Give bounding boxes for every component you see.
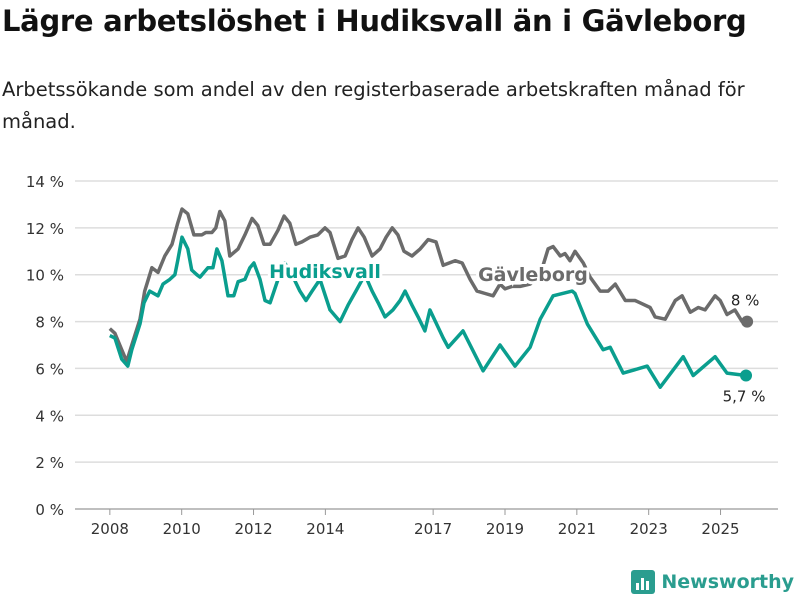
series-line-gävleborg	[108, 207, 748, 364]
x-tick-label: 2012	[234, 520, 272, 538]
end-value-label: 5,7 %	[723, 387, 766, 405]
x-tick-label: 2023	[630, 520, 668, 538]
x-tick-label: 2021	[558, 520, 596, 538]
y-tick-label: 10 %	[26, 267, 64, 285]
end-point-marker	[740, 369, 753, 382]
x-tick-label: 2010	[163, 520, 201, 538]
x-tick-label: 2014	[306, 520, 344, 538]
series-label-gävleborg: Gävleborg	[478, 264, 588, 286]
x-tick-label: 2008	[91, 520, 129, 538]
chart-title: Lägre arbetslöshet i Hudiksvall än i Gäv…	[2, 4, 747, 38]
y-tick-label: 6 %	[35, 360, 64, 378]
series-line-hudiksvall	[109, 235, 747, 389]
series-label-hudiksvall: Hudiksvall	[269, 261, 381, 283]
y-tick-label: 2 %	[35, 454, 64, 472]
x-tick-label: 2017	[414, 520, 452, 538]
x-tick-label: 2025	[701, 520, 739, 538]
y-tick-label: 0 %	[35, 501, 64, 519]
y-tick-label: 4 %	[35, 407, 64, 425]
brand-name: Newsworthy	[661, 571, 794, 593]
end-value-label: 8 %	[731, 292, 760, 310]
chart-subtitle: Arbetssökande som andel av den registerb…	[2, 78, 745, 133]
y-tick-label: 12 %	[26, 220, 64, 238]
bar-chart-icon	[631, 570, 656, 594]
x-tick-label: 2019	[486, 520, 524, 538]
y-tick-label: 8 %	[35, 314, 64, 332]
newsworthy-logo: Newsworthy	[631, 570, 794, 594]
y-tick-label: 14 %	[26, 173, 64, 191]
end-point-marker	[741, 315, 754, 328]
